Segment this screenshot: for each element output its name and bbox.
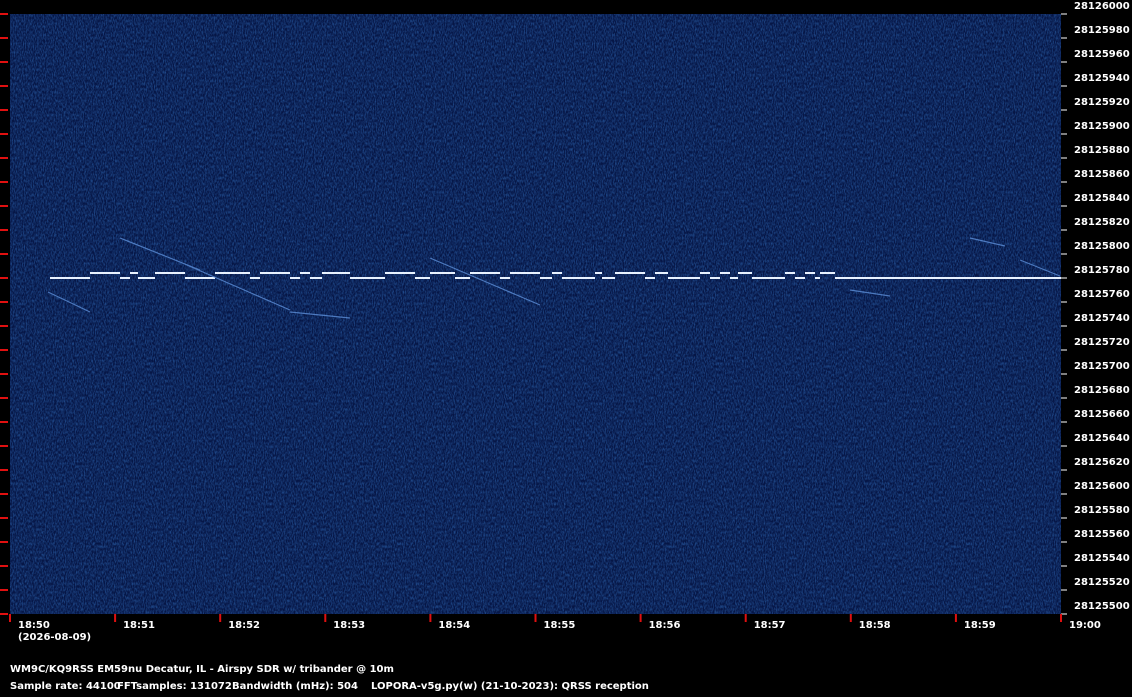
- y-tick-label: 28125680: [1074, 385, 1130, 396]
- x-tick-label: 18:53: [333, 620, 365, 631]
- y-tick-label: 28125960: [1074, 49, 1130, 60]
- y-tick-label: 28125500: [1074, 601, 1130, 612]
- y-tick-label: 28125720: [1074, 337, 1130, 348]
- y-tick-label: 28125540: [1074, 553, 1130, 564]
- x-tick-label: 18:54: [438, 620, 470, 631]
- x-tick-label: 18:56: [649, 620, 681, 631]
- noise: [10, 14, 1061, 614]
- y-tick-label: 28125800: [1074, 241, 1130, 252]
- y-tick-label: 28125660: [1074, 409, 1130, 420]
- setting: LOPORA-v5g.py(w) (21-10-2023): QRSS rece…: [371, 681, 649, 692]
- x-tick-label: 18:50: [18, 620, 50, 631]
- date-label: (2026-08-09): [18, 632, 91, 643]
- y-tick-label: 28125920: [1074, 97, 1130, 108]
- y-tick-label: 28125900: [1074, 121, 1130, 132]
- y-tick-label: 28125700: [1074, 361, 1130, 372]
- y-tick-label: 28125760: [1074, 289, 1130, 300]
- setting: Bandwidth (mHz): 504: [232, 681, 358, 692]
- y-tick-label: 28125980: [1074, 25, 1130, 36]
- y-tick-label: 28125640: [1074, 433, 1130, 444]
- signal-trace: [50, 272, 1061, 279]
- y-tick-label: 28125820: [1074, 217, 1130, 228]
- x-tick-label: 18:51: [123, 620, 155, 631]
- y-tick-label: 28125520: [1074, 577, 1130, 588]
- y-tick-label: 28125780: [1074, 265, 1130, 276]
- y-tick-label: 28125940: [1074, 73, 1130, 84]
- meteor-traces: [47, 237, 1061, 319]
- y-tick-label: 28125580: [1074, 505, 1130, 516]
- y-tick-label: 28125840: [1074, 193, 1130, 204]
- x-tick-label: 18:52: [228, 620, 260, 631]
- y-tick-label: 28126000: [1074, 1, 1130, 12]
- x-tick-label: 18:59: [964, 620, 996, 631]
- setting: Sample rate: 44100: [10, 681, 121, 692]
- x-tick-label: 18:55: [544, 620, 576, 631]
- x-tick-label: 18:58: [859, 620, 891, 631]
- x-tick-label: 19:00: [1069, 620, 1101, 631]
- y-tick-label: 28125600: [1074, 481, 1130, 492]
- station-label: WM9C/KQ9RSS EM59nu Decatur, IL - Airspy …: [10, 664, 394, 675]
- setting: FFTsamples: 131072: [117, 681, 232, 692]
- y-tick-label: 28125560: [1074, 529, 1130, 540]
- x-tick-label: 18:57: [754, 620, 786, 631]
- y-tick-label: 28125620: [1074, 457, 1130, 468]
- y-tick-label: 28125860: [1074, 169, 1130, 180]
- y-tick-label: 28125740: [1074, 313, 1130, 324]
- y-tick-label: 28125880: [1074, 145, 1130, 156]
